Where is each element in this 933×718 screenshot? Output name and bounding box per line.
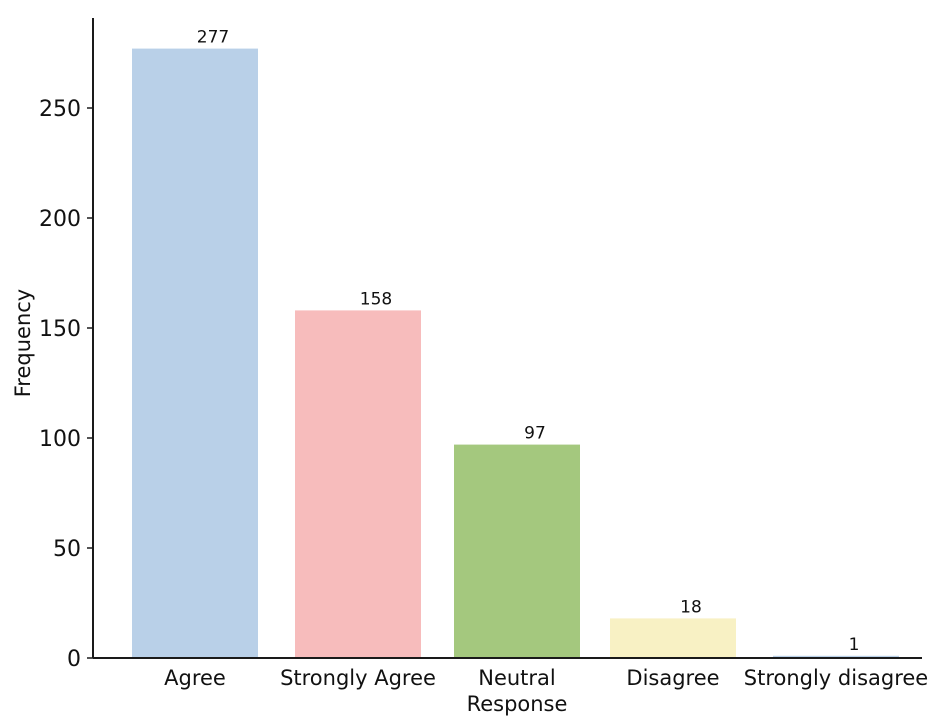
x-tick-label-strongly-agree: Strongly Agree [280,666,436,690]
x-tick-label-agree: Agree [164,666,226,690]
y-tick-label-250: 250 [39,97,81,122]
bar-disagree [610,618,736,658]
x-tick-label-disagree: Disagree [626,666,719,690]
bar-agree [132,48,258,659]
data-labels: 277 158 97 18 1 [197,28,860,655]
data-label-agree: 277 [197,28,229,48]
data-label-strongly-agree: 158 [360,289,392,309]
x-tick-labels: Agree Strongly Agree Neutral Response Disagr… [164,666,928,716]
y-ticks: 0 50 100 150 200 250 [39,97,93,672]
y-tick-label-0: 0 [67,647,81,672]
data-label-neutral-response: 97 [524,424,546,444]
x-tick-label-strongly-disagree: Strongly disagree [744,666,928,690]
bar-neutral-response [454,444,580,658]
bar-strongly-agree [295,310,421,658]
y-tick-label-100: 100 [39,427,81,452]
y-tick-label-200: 200 [39,207,81,232]
y-tick-label-50: 50 [53,537,81,562]
data-label-disagree: 18 [680,597,702,617]
bars-layer [132,48,899,659]
y-axis-title: Frequency [11,289,35,398]
y-tick-label-150: 150 [39,317,81,342]
data-label-strongly-disagree: 1 [849,635,860,655]
x-tick-label-neutral-response: Neutral Response [467,666,568,716]
axes-layer [92,18,922,659]
bar-strongly-disagree [773,655,899,658]
